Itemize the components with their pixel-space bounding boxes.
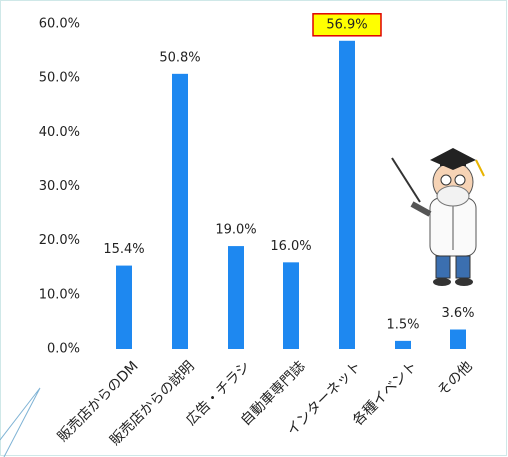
chart: 0.0%10.0%20.0%30.0%40.0%50.0%60.0%15.4%販… — [0, 0, 508, 457]
bar — [172, 74, 188, 349]
bar — [283, 262, 299, 349]
y-tick-label: 0.0% — [47, 342, 80, 357]
bar — [450, 330, 466, 350]
value-label: 19.0% — [215, 223, 256, 238]
bar — [228, 246, 244, 349]
bar — [116, 266, 132, 349]
value-label: 50.8% — [159, 50, 200, 65]
y-tick-label: 60.0% — [39, 17, 80, 32]
value-label: 15.4% — [103, 242, 144, 257]
value-label: 16.0% — [270, 239, 311, 254]
y-tick-label: 50.0% — [39, 71, 80, 86]
y-tick-label: 40.0% — [39, 125, 80, 140]
y-tick-label: 10.0% — [39, 287, 80, 302]
y-tick-label: 20.0% — [39, 233, 80, 248]
bar — [339, 41, 355, 349]
value-label: 56.9% — [326, 17, 367, 32]
y-tick-label: 30.0% — [39, 179, 80, 194]
value-label: 1.5% — [386, 317, 419, 332]
value-label: 3.6% — [441, 306, 474, 321]
bar — [395, 341, 411, 349]
